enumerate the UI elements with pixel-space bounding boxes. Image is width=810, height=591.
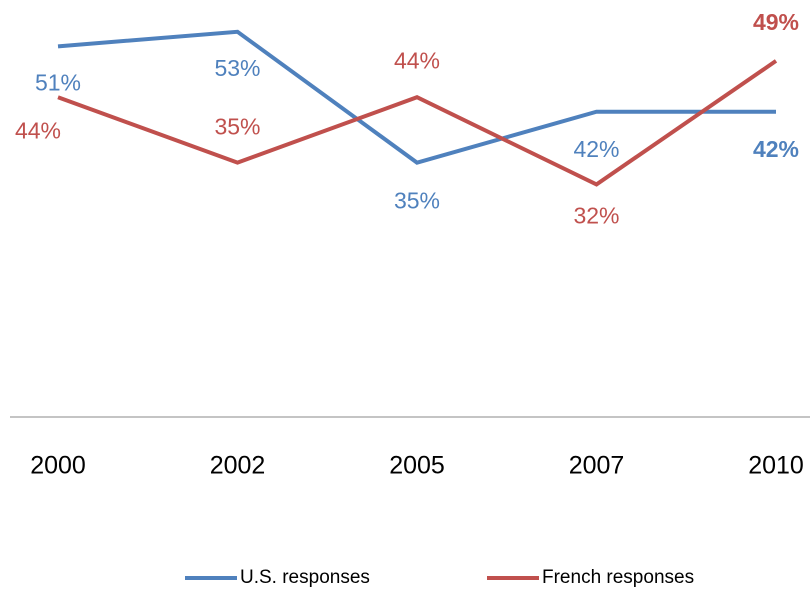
data-label: 53% (214, 55, 260, 81)
data-label: 32% (573, 203, 619, 229)
data-label: 42% (753, 136, 799, 162)
data-label: 49% (753, 9, 799, 35)
data-label: 35% (214, 114, 260, 140)
legend-label: U.S. responses (240, 567, 370, 588)
series-line (57, 59, 778, 187)
legend-label: French responses (542, 567, 694, 588)
x-tick-label: 2000 (30, 452, 86, 480)
x-tick-label: 2007 (569, 452, 625, 480)
x-tick-label: 2002 (210, 452, 266, 480)
data-label: 44% (394, 47, 440, 73)
series-line (57, 29, 776, 165)
x-tick-label: 2005 (389, 452, 445, 480)
data-label: 42% (573, 136, 619, 162)
data-label: 35% (394, 188, 440, 214)
data-label: 44% (15, 117, 61, 143)
x-tick-label: 2010 (748, 452, 804, 480)
data-label: 51% (35, 69, 81, 95)
